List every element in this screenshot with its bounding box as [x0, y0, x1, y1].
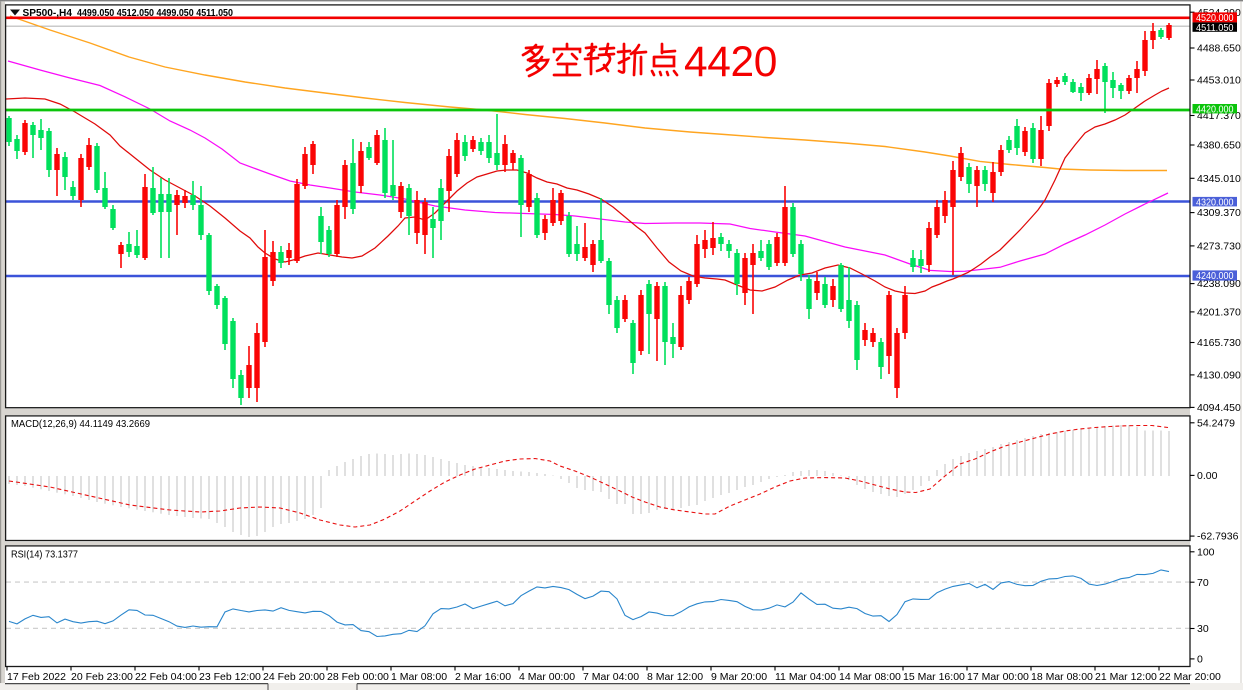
svg-text:17 Mar 00:00: 17 Mar 00:00: [967, 671, 1029, 683]
svg-text:SP500-,H4: SP500-,H4: [23, 7, 73, 19]
svg-text:4273.730: 4273.730: [1197, 241, 1241, 253]
svg-text:4130.090: 4130.090: [1197, 370, 1241, 382]
svg-text:11 Mar 04:00: 11 Mar 04:00: [775, 671, 836, 683]
svg-text:RSI(14) 73.1377: RSI(14) 73.1377: [11, 549, 78, 561]
svg-text:0: 0: [1197, 654, 1203, 666]
svg-text:28 Feb 00:00: 28 Feb 00:00: [327, 671, 389, 683]
svg-text:8 Mar 12:00: 8 Mar 12:00: [647, 671, 703, 683]
svg-text:14 Mar 08:00: 14 Mar 08:00: [839, 671, 901, 683]
svg-text:20 Feb 23:00: 20 Feb 23:00: [71, 671, 133, 683]
svg-text:22 Feb 04:00: 22 Feb 04:00: [135, 671, 197, 683]
svg-text:7 Mar 04:00: 7 Mar 04:00: [583, 671, 639, 683]
svg-text:4094.450: 4094.450: [1197, 402, 1241, 414]
svg-text:4309.370: 4309.370: [1197, 207, 1241, 219]
svg-text:4238.090: 4238.090: [1197, 278, 1241, 290]
svg-text:24 Feb 20:00: 24 Feb 20:00: [263, 671, 325, 683]
svg-text:4201.370: 4201.370: [1197, 307, 1241, 319]
svg-text:18 Mar 08:00: 18 Mar 08:00: [1031, 671, 1093, 683]
svg-text:4165.730: 4165.730: [1197, 337, 1241, 349]
svg-text:15 Mar 16:00: 15 Mar 16:00: [903, 671, 965, 683]
svg-text:4499.050 4512.050 4499.050 451: 4499.050 4512.050 4499.050 4511.050: [77, 7, 233, 19]
svg-text:4488.650: 4488.650: [1197, 43, 1241, 55]
svg-text:-62.7936: -62.7936: [1197, 531, 1239, 543]
svg-text:MACD(12,26,9) 44.1149 43.2669: MACD(12,26,9) 44.1149 43.2669: [11, 418, 150, 430]
svg-text:9 Mar 20:00: 9 Mar 20:00: [711, 671, 767, 683]
svg-text:70: 70: [1197, 577, 1209, 589]
svg-text:4520.000: 4520.000: [1196, 12, 1234, 24]
svg-text:4345.010: 4345.010: [1197, 173, 1241, 185]
svg-text:23 Feb 12:00: 23 Feb 12:00: [199, 671, 261, 683]
svg-text:4380.650: 4380.650: [1197, 140, 1241, 152]
svg-text:4420: 4420: [684, 39, 777, 86]
svg-text:21 Mar 12:00: 21 Mar 12:00: [1095, 671, 1157, 683]
svg-text:2 Mar 16:00: 2 Mar 16:00: [455, 671, 511, 683]
svg-text:17 Feb 2022: 17 Feb 2022: [7, 671, 66, 683]
svg-text:4511.050: 4511.050: [1196, 22, 1234, 34]
svg-text:4453.010: 4453.010: [1197, 75, 1241, 87]
svg-text:4420.000: 4420.000: [1196, 103, 1234, 115]
svg-text:22 Mar 20:00: 22 Mar 20:00: [1159, 671, 1221, 683]
svg-text:4320.000: 4320.000: [1196, 196, 1234, 208]
svg-text:54.2479: 54.2479: [1197, 417, 1235, 429]
svg-text:100: 100: [1197, 546, 1215, 558]
svg-text:4240.000: 4240.000: [1196, 270, 1234, 282]
svg-text:1 Mar 08:00: 1 Mar 08:00: [391, 671, 447, 683]
svg-text:4 Mar 00:00: 4 Mar 00:00: [519, 671, 575, 683]
svg-text:30: 30: [1197, 623, 1209, 635]
svg-text:0.00: 0.00: [1197, 470, 1218, 482]
